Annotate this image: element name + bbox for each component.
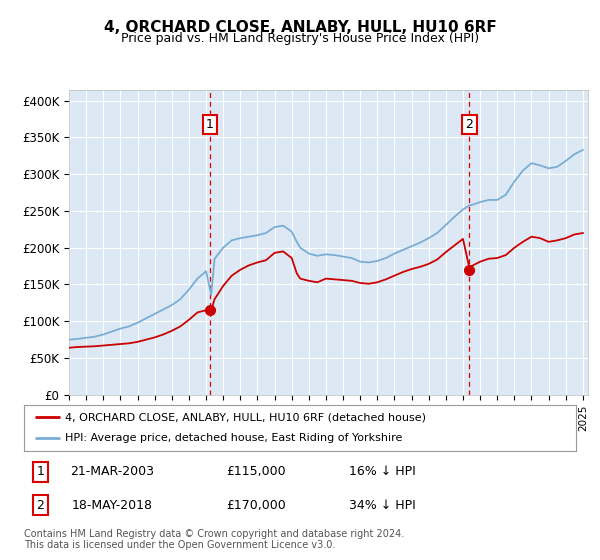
Text: 4, ORCHARD CLOSE, ANLABY, HULL, HU10 6RF (detached house): 4, ORCHARD CLOSE, ANLABY, HULL, HU10 6RF… <box>65 412 427 422</box>
Text: £170,000: £170,000 <box>226 499 286 512</box>
Text: 1: 1 <box>206 118 214 130</box>
Text: 2: 2 <box>37 499 44 512</box>
Text: 2: 2 <box>466 118 473 130</box>
Text: 16% ↓ HPI: 16% ↓ HPI <box>349 465 416 478</box>
Text: Contains HM Land Registry data © Crown copyright and database right 2024.
This d: Contains HM Land Registry data © Crown c… <box>24 529 404 550</box>
Text: HPI: Average price, detached house, East Riding of Yorkshire: HPI: Average price, detached house, East… <box>65 433 403 444</box>
Text: 18-MAY-2018: 18-MAY-2018 <box>72 499 153 512</box>
Text: 34% ↓ HPI: 34% ↓ HPI <box>349 499 416 512</box>
Text: £115,000: £115,000 <box>226 465 286 478</box>
Text: Price paid vs. HM Land Registry's House Price Index (HPI): Price paid vs. HM Land Registry's House … <box>121 32 479 45</box>
Text: 4, ORCHARD CLOSE, ANLABY, HULL, HU10 6RF: 4, ORCHARD CLOSE, ANLABY, HULL, HU10 6RF <box>104 20 496 35</box>
Text: 21-MAR-2003: 21-MAR-2003 <box>70 465 154 478</box>
Text: 1: 1 <box>37 465 44 478</box>
